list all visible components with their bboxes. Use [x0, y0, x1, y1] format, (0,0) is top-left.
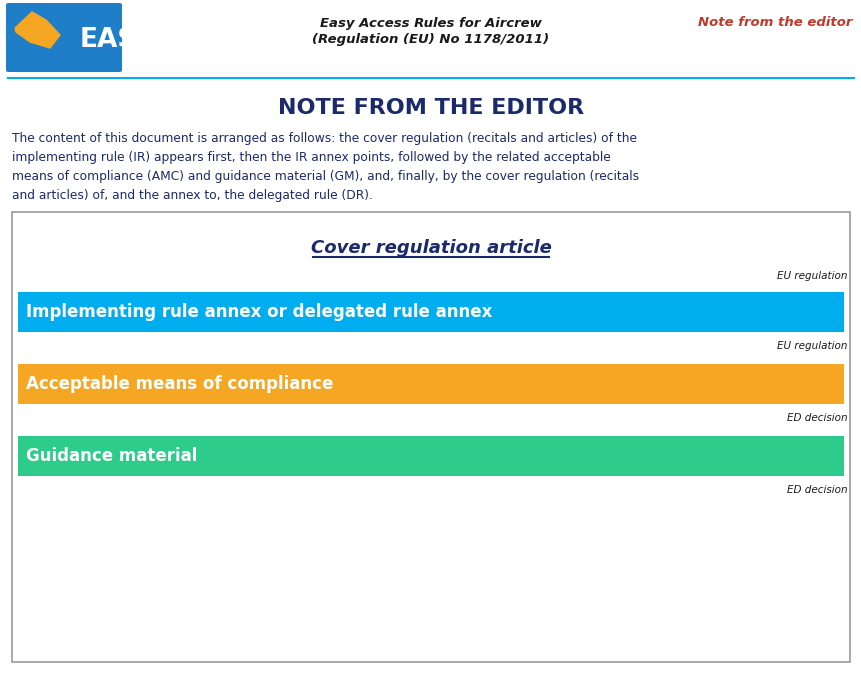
Text: Guidance material: Guidance material — [26, 447, 197, 465]
Text: (Regulation (EU) No 1178/2011): (Regulation (EU) No 1178/2011) — [312, 33, 549, 47]
Text: ED decision: ED decision — [786, 485, 847, 495]
Text: The content of this document is arranged as follows: the cover regulation (recit: The content of this document is arranged… — [12, 132, 636, 145]
Text: EU regulation: EU regulation — [777, 341, 847, 351]
Text: Acceptable means of compliance: Acceptable means of compliance — [26, 375, 333, 393]
Text: EU regulation: EU regulation — [777, 271, 847, 281]
Text: EASA: EASA — [80, 27, 158, 53]
Text: means of compliance (AMC) and guidance material (GM), and, finally, by the cover: means of compliance (AMC) and guidance m… — [12, 170, 638, 183]
Text: implementing rule (IR) appears first, then the IR annex points, followed by the : implementing rule (IR) appears first, th… — [12, 151, 610, 164]
Text: Cover regulation article: Cover regulation article — [310, 239, 551, 257]
Text: Implementing rule annex or delegated rule annex: Implementing rule annex or delegated rul… — [26, 303, 492, 321]
Text: and articles) of, and the annex to, the delegated rule (DR).: and articles) of, and the annex to, the … — [12, 189, 373, 202]
Text: NOTE FROM THE EDITOR: NOTE FROM THE EDITOR — [277, 98, 584, 118]
FancyBboxPatch shape — [18, 364, 843, 404]
Text: Easy Access Rules for Aircrew: Easy Access Rules for Aircrew — [319, 16, 542, 30]
FancyBboxPatch shape — [6, 3, 122, 72]
Polygon shape — [15, 12, 60, 48]
FancyBboxPatch shape — [12, 212, 849, 662]
FancyBboxPatch shape — [18, 436, 843, 476]
Text: Note from the editor: Note from the editor — [697, 16, 851, 30]
FancyBboxPatch shape — [18, 292, 843, 332]
Text: ED decision: ED decision — [786, 413, 847, 423]
